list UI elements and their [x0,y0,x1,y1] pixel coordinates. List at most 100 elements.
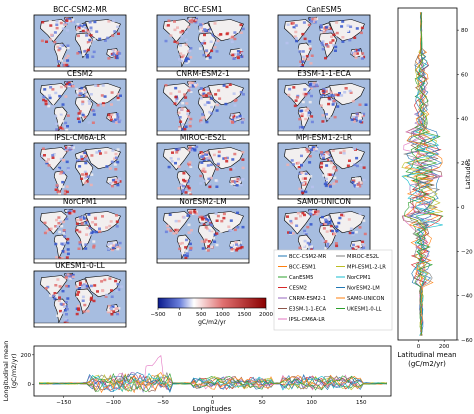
land-cell [180,35,184,38]
land-cell [335,31,339,35]
land-cell [178,116,182,119]
land-cell [115,121,119,124]
land-cell [325,151,329,154]
land-cell [322,92,326,95]
land-cell [64,121,68,125]
map-panel: IPSL-CM6A-LR [33,133,127,200]
land-cell [59,21,63,25]
land-cell [216,103,220,107]
land-cell [321,94,325,97]
land-cell [329,219,333,222]
land-cell [49,86,53,89]
land-cell [111,178,115,182]
land-cell [179,31,183,34]
land-cell [210,30,213,33]
land-cell [66,65,70,68]
land-cell [92,113,96,116]
land-cell [307,23,311,27]
panel-title: BCC-CSM2-MR [53,5,107,14]
land-cell [81,295,85,299]
land-cell [330,35,333,38]
land-cell [331,167,335,170]
land-cell [83,170,87,174]
land-cell [105,165,109,168]
lon-ylabel-line1: Longitudinal mean [2,341,10,402]
land-cell [90,154,94,157]
land-cell [310,20,313,23]
panel-title: IPSL-CM6A-LR [54,133,106,142]
land-cell [203,28,206,31]
land-cell [110,113,114,116]
land-cell [186,185,190,188]
land-cell [216,39,220,43]
land-cell [348,159,351,162]
land-cell [240,246,244,249]
land-cell [56,168,60,171]
land-cell [107,20,111,23]
land-cell [64,301,68,304]
land-cell [115,307,119,310]
land-cell [66,168,70,172]
land-cell [311,85,315,88]
land-cell [77,34,80,38]
land-cell [166,25,170,28]
land-cell [299,60,303,63]
land-cell [76,293,79,296]
antarctica [34,194,126,199]
land-cell [167,165,171,169]
land-cell [65,305,68,308]
land-cell [58,115,62,119]
land-cell [78,93,81,97]
land-cell [183,179,187,183]
land-cell [179,159,183,163]
land-cell [309,86,313,90]
land-cell [184,30,188,34]
land-cell [179,251,183,255]
land-cell [181,29,185,33]
land-cell [57,216,61,219]
land-cell [109,50,113,54]
land-cell [184,96,188,99]
land-cell [88,21,92,24]
land-cell [327,152,331,155]
land-cell [231,53,235,57]
panel-title: BCC-ESM1 [184,5,223,14]
land-cell [78,283,82,286]
land-cell [113,163,117,166]
land-cell [210,97,213,100]
land-cell [85,281,89,285]
lon-series-line [39,371,388,391]
land-cell [213,22,217,25]
land-cell [360,54,364,58]
land-cell [340,212,344,215]
land-cell [98,227,101,230]
land-cell [108,181,112,185]
land-cell [229,168,233,171]
legend-label: MIROC-ES2L [347,254,379,260]
land-cell [322,154,325,158]
land-cell [295,39,298,43]
land-cell [219,230,223,233]
land-cell [358,226,362,229]
land-cell [329,161,333,165]
land-cell [231,121,235,124]
land-cell [336,93,340,97]
land-cell [353,36,357,39]
land-cell [177,48,181,51]
land-cell [206,249,210,252]
land-cell [66,59,70,62]
land-cell [352,179,356,182]
land-cell [347,218,351,221]
lat-ylabel: Latitudes [464,158,472,189]
land-cell [203,33,206,37]
land-cell [85,180,89,183]
land-cell [329,91,333,94]
land-cell [341,20,345,23]
land-cell [228,83,232,86]
land-cell [85,56,89,59]
lat-series-line [406,12,443,336]
legend-label: CESM2 [289,286,307,292]
land-cell [241,27,245,31]
land-cell [71,146,75,149]
